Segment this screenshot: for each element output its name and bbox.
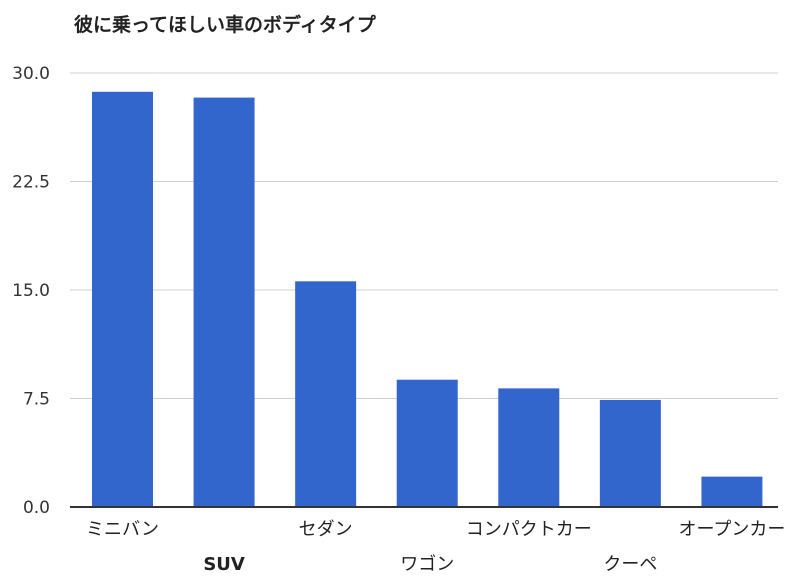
- y-tick-label: 7.5: [23, 390, 50, 410]
- x-tick-label: コンパクトカー: [466, 519, 592, 540]
- bars: [92, 91, 763, 508]
- x-tick-label: ワゴン: [400, 554, 454, 575]
- bar-4: [498, 388, 560, 507]
- y-tick-label: 0.0: [23, 498, 50, 518]
- x-tick-label: クーペ: [603, 554, 657, 575]
- bar-3: [396, 379, 458, 507]
- y-tick-label: 15.0: [12, 281, 50, 301]
- bar-2: [295, 281, 357, 507]
- bar-0: [92, 91, 153, 507]
- bar-5: [599, 399, 661, 507]
- x-tick-label: オープンカー: [678, 519, 785, 540]
- bar-1: [193, 97, 255, 508]
- y-tick-label: 22.5: [12, 173, 50, 193]
- bar-6: [701, 476, 763, 507]
- chart-title: 彼に乗ってほしい車のボディタイプ: [74, 14, 376, 36]
- x-tick-label: セダン: [299, 519, 353, 540]
- y-tick-label: 30.0: [12, 64, 50, 84]
- y-axis-ticks: 0.0 7.5 15.0 22.5 30.0: [12, 64, 50, 518]
- x-tick-label: ミニバン: [86, 519, 159, 540]
- x-tick-label: SUV: [203, 554, 245, 575]
- gridlines: [70, 72, 778, 399]
